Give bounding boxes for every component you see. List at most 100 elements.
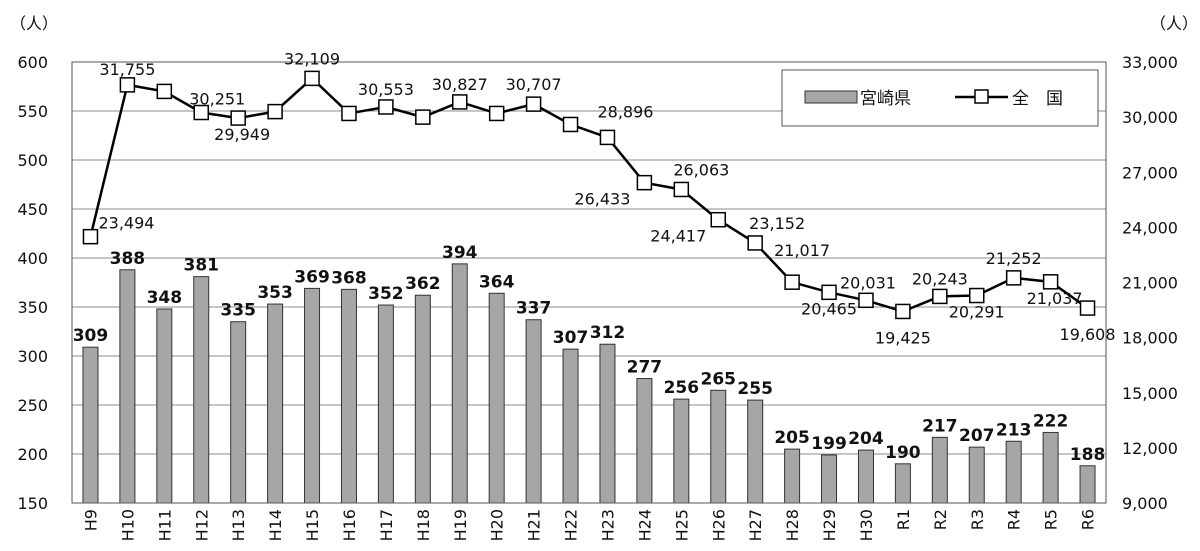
line-marker-H12 [193, 104, 209, 121]
bar-value-label: 207 [959, 426, 995, 446]
x-axis-category-H27: H27 [746, 509, 765, 541]
national-line [89, 76, 1089, 313]
right-axis-tick-label: 24,000 [1122, 218, 1178, 237]
line-marker-H19 [452, 94, 468, 110]
line-marker-R4 [1005, 270, 1022, 286]
bar-value-label: 335 [220, 301, 256, 321]
legend-label-national: 全 国 [1012, 89, 1063, 109]
x-axis-category-R6: R6 [1079, 509, 1098, 530]
legend-label-miyazaki: 宮崎県 [860, 89, 911, 109]
bar-H30 [857, 449, 874, 504]
right-axis-tick-label: 9,000 [1122, 494, 1168, 513]
bar-H23 [599, 343, 616, 504]
bar-H18 [414, 294, 431, 504]
line-value-label: 26,433 [574, 190, 630, 209]
left-axis-tick-label: 200 [17, 445, 48, 464]
x-axis-category-H14: H14 [266, 509, 285, 541]
bar-value-label: 348 [147, 288, 183, 308]
bar-value-label: 369 [294, 267, 330, 287]
line-marker-H21 [525, 96, 542, 112]
x-axis-category-H30: H30 [857, 509, 876, 541]
legend-marker-swatch [974, 89, 989, 104]
line-marker-H9 [82, 228, 99, 245]
plot-frame [71, 61, 1107, 504]
line-value-label: 19,425 [875, 328, 931, 347]
legend: 宮崎県 全 国 [781, 69, 1099, 127]
bar-H19 [451, 263, 468, 504]
x-axis-category-H19: H19 [451, 509, 470, 541]
line-marker-H11 [156, 83, 173, 100]
bar-value-label: 222 [1033, 411, 1069, 431]
left-axis-tick-label: 550 [17, 102, 48, 121]
line-marker-H16 [341, 105, 357, 122]
line-marker-H27 [747, 235, 763, 251]
bar-value-label: 312 [590, 323, 626, 343]
line-marker-H14 [267, 103, 283, 120]
line-value-label: 20,031 [840, 273, 896, 292]
line-value-label: 21,037 [1027, 289, 1083, 308]
bar-value-label: 307 [553, 328, 589, 348]
line-value-label: 23,152 [749, 214, 805, 233]
line-value-label: 26,063 [673, 160, 729, 179]
bar-value-label: 190 [885, 443, 921, 463]
line-marker-R3 [969, 287, 985, 304]
bar-value-label: 309 [73, 326, 109, 346]
x-axis-category-H21: H21 [525, 509, 544, 541]
x-axis-category-R2: R2 [931, 509, 950, 530]
bar-value-label: 205 [774, 428, 810, 448]
right-axis-tick-label: 12,000 [1122, 439, 1178, 458]
bar-value-label: 381 [184, 256, 220, 276]
line-marker-H23 [599, 129, 616, 146]
line-value-label: 20,243 [912, 269, 968, 288]
x-axis-category-H9: H9 [81, 509, 100, 531]
bar-value-label: 199 [811, 434, 847, 454]
bar-H26 [710, 389, 727, 504]
x-axis-category-R4: R4 [1005, 509, 1024, 530]
line-value-label: 30,827 [432, 75, 488, 94]
bar-value-label: 217 [922, 416, 958, 436]
bar-H21 [525, 319, 542, 504]
bar-value-label: 265 [701, 369, 737, 389]
x-axis-category-H13: H13 [229, 509, 248, 541]
x-axis-category-H12: H12 [192, 509, 211, 541]
x-axis-category-H16: H16 [340, 509, 359, 541]
line-marker-H24 [636, 174, 653, 191]
line-marker-H17 [378, 99, 394, 115]
right-axis-tick-label: 33,000 [1122, 53, 1178, 72]
line-marker-H22 [562, 116, 579, 133]
left-axis-tick-label: 500 [17, 151, 48, 170]
line-marker-R2 [932, 288, 948, 305]
bar-value-label: 362 [405, 274, 441, 294]
left-axis-tick-label: 250 [17, 396, 48, 415]
bar-value-label: 277 [627, 358, 663, 378]
line-value-label: 30,707 [506, 75, 562, 94]
right-axis-tick-label: 30,000 [1122, 108, 1178, 127]
x-axis-category-H28: H28 [783, 509, 802, 541]
bar-H13 [230, 321, 247, 504]
bar-H10 [119, 269, 136, 504]
line-value-label: 20,291 [949, 303, 1005, 322]
left-axis-unit: （人） [10, 14, 58, 33]
line-marker-R1 [895, 303, 911, 320]
bar-H14 [267, 303, 284, 504]
line-value-label: 31,755 [99, 60, 155, 79]
left-axis-tick-label: 450 [17, 200, 48, 219]
line-value-label: 29,949 [214, 125, 270, 144]
bar-H20 [488, 292, 505, 504]
bar-R2 [931, 436, 948, 504]
left-axis-tick-label: 400 [17, 249, 48, 268]
x-axis-category-H23: H23 [598, 509, 617, 541]
line-series-group [82, 70, 1096, 320]
x-axis-category-H25: H25 [672, 509, 691, 541]
line-value-label: 32,109 [284, 49, 340, 68]
line-value-label: 30,553 [358, 80, 414, 99]
line-marker-R6 [1079, 300, 1096, 316]
bar-R4 [1005, 440, 1022, 504]
bar-H12 [193, 276, 210, 504]
line-marker-H28 [784, 274, 800, 290]
line-value-label: 21,017 [774, 241, 830, 260]
bar-value-label: 213 [996, 420, 1032, 440]
left-axis-tick-label: 600 [17, 53, 48, 72]
x-axis-category-H15: H15 [303, 509, 322, 541]
